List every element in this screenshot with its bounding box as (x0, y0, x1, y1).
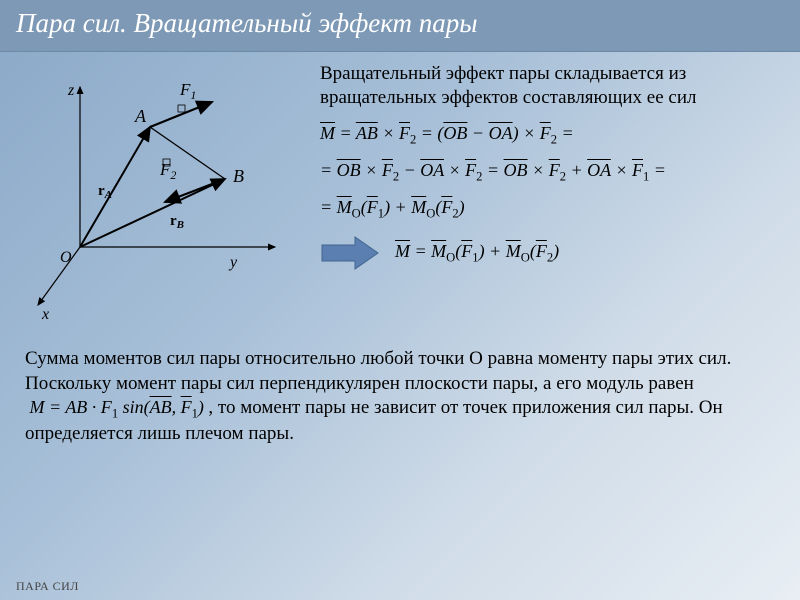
formula-line-3: = MO(F1) + MO(F2) (320, 192, 780, 225)
lower-paragraph: Сумма моментов сил пары относительно люб… (20, 347, 780, 447)
implies-arrow-icon (320, 235, 380, 271)
slide-title: Пара сил. Вращательный эффект пары (0, 0, 800, 52)
A-label: A (134, 106, 147, 126)
text-column: Вращательный эффект пары складывается из… (320, 62, 780, 332)
diagram-column: z y x O rA rB A B F1 F2 (20, 62, 310, 332)
formula-derivation: M = AB × F2 = (OB − OA) × F2 = = OB × F2… (320, 118, 780, 225)
intro-paragraph: Вращательный эффект пары складывается из… (320, 62, 780, 110)
F2-label: F2 (159, 160, 176, 182)
B-label: B (233, 166, 244, 186)
result-row: M = MO(F1) + MO(F2) (320, 235, 780, 271)
F1-label: F1 (179, 80, 196, 102)
lower-text-1: Сумма моментов сил пары относительно люб… (25, 348, 731, 394)
upper-section: z y x O rA rB A B F1 F2 (20, 62, 780, 332)
coordinate-diagram: z y x O rA rB A B F1 F2 (20, 67, 300, 327)
z-axis-label: z (67, 82, 75, 99)
origin-label: O (60, 249, 72, 266)
formula-result: M = MO(F1) + MO(F2) (395, 236, 559, 269)
content-area: z y x O rA rB A B F1 F2 (0, 52, 800, 457)
inline-formula: M = AB · F1 sin(AB, F1) (25, 397, 208, 417)
footer-label: ПАРА СИЛ (16, 579, 79, 594)
y-axis-label: y (228, 254, 238, 271)
formula-line-1: M = AB × F2 = (OB − OA) × F2 = (320, 118, 780, 151)
x-axis-label: x (41, 306, 49, 323)
formula-line-2: = OB × F2 − OA × F2 = OB × F2 + OA × F1 … (320, 155, 780, 188)
rA-label: rA (98, 183, 112, 201)
rB-label: rB (170, 213, 184, 231)
